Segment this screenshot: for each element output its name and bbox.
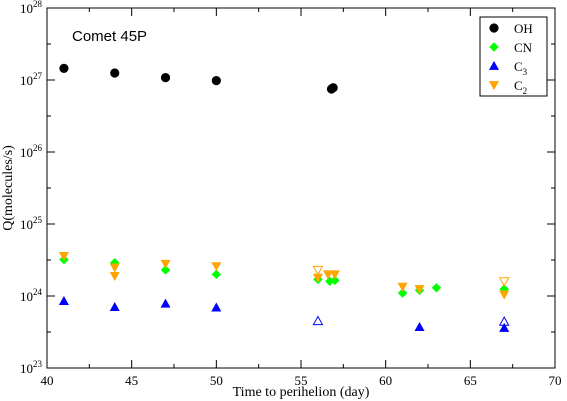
y-tick-label: 1025 — [20, 215, 43, 232]
oh-marker — [160, 72, 171, 83]
c3-marker — [499, 322, 510, 332]
oh-marker — [211, 76, 221, 86]
axis-ticks: 40 45 50 55 60 65 70 1023 1024 1025 1026 1027 1028 — [20, 0, 562, 388]
c2-marker — [323, 270, 334, 280]
c2-marker — [397, 282, 408, 292]
cn-marker — [397, 288, 408, 298]
legend-oh-marker — [489, 23, 499, 33]
x-tick-label: 50 — [210, 373, 223, 388]
c2-marker — [58, 252, 69, 262]
series-c2 — [58, 252, 510, 300]
c3-open-marker — [312, 315, 324, 326]
x-tick-label: 40 — [41, 373, 54, 388]
series-cn — [59, 254, 509, 298]
c3-marker — [414, 321, 425, 331]
c3-marker — [109, 302, 120, 312]
c2-open-marker — [312, 265, 324, 276]
legend-c3-label: C3 — [514, 59, 528, 77]
c2-marker — [414, 285, 425, 295]
x-tick-label: 60 — [379, 373, 392, 388]
c3-marker — [211, 302, 222, 312]
legend-c2-label: C2 — [514, 78, 527, 96]
y-tick-label: 1026 — [20, 143, 43, 160]
c2-marker — [160, 259, 171, 269]
c3-marker — [58, 295, 69, 305]
cn-marker — [330, 275, 340, 286]
oh-marker — [328, 83, 338, 93]
legend-cn-marker — [489, 42, 499, 52]
plot-frame — [46, 7, 556, 369]
x-tick-label: 55 — [295, 373, 308, 388]
y-axis-label: Q(molecules/s) — [1, 145, 16, 231]
oh-marker — [110, 68, 120, 78]
c3-marker — [160, 298, 171, 308]
y-tick-label: 1023 — [20, 359, 43, 376]
c2-marker — [312, 273, 323, 283]
y-tick-label: 1027 — [20, 71, 43, 88]
c2-marker — [109, 272, 120, 282]
x-tick-label: 65 — [464, 373, 477, 388]
c2-marker — [109, 263, 120, 273]
cn-marker — [431, 283, 442, 293]
c3-open-marker — [498, 316, 510, 326]
x-tick-label: 45 — [125, 373, 138, 388]
chart-annotation: Comet 45P — [72, 28, 147, 45]
legend-oh-label: OH — [514, 21, 533, 36]
legend-cn-label: CN — [514, 40, 533, 55]
data-points — [58, 63, 510, 332]
c2-marker — [499, 290, 510, 300]
cn-marker — [211, 269, 222, 280]
c2-marker — [329, 270, 340, 280]
series-oh — [59, 63, 338, 94]
c2-open-marker — [498, 277, 510, 287]
oh-marker — [59, 63, 69, 73]
x-tick-label: 70 — [549, 373, 562, 388]
legend-c3-marker — [488, 60, 500, 70]
cn-marker — [160, 265, 171, 275]
c2-marker — [211, 262, 222, 272]
legend-c2-marker — [488, 81, 500, 91]
x-axis-label: Time to perihelion (day) — [233, 385, 370, 400]
y-tick-label: 1024 — [20, 287, 43, 304]
y-tick-label: 1028 — [20, 0, 43, 16]
series-c3 — [58, 295, 510, 332]
